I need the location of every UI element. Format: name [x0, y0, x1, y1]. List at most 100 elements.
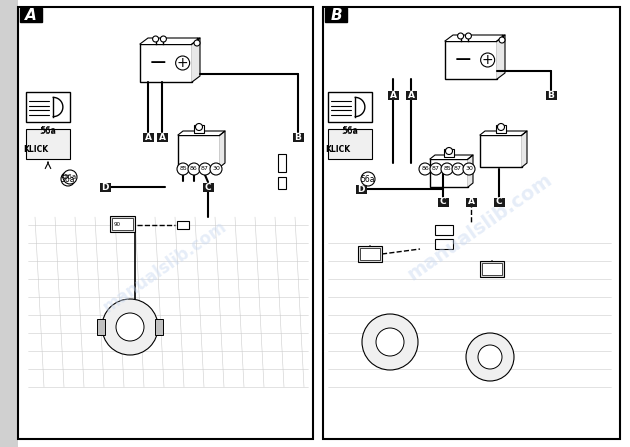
Bar [430, 159, 468, 187]
Text: 56a: 56a [40, 127, 57, 136]
Bar [496, 125, 506, 133]
Text: B: B [295, 132, 301, 142]
Circle shape [195, 123, 202, 131]
Text: KLICK: KLICK [23, 146, 49, 155]
Circle shape [452, 163, 464, 175]
Bar [480, 261, 504, 277]
Text: C: C [496, 198, 502, 207]
Bar [140, 44, 192, 82]
Bar [292, 132, 304, 142]
Bar [445, 41, 497, 79]
Bar [493, 198, 505, 207]
Bar [328, 92, 372, 122]
Text: 56a: 56a [64, 174, 77, 180]
Bar [112, 218, 133, 230]
Text: −: − [454, 50, 472, 70]
Circle shape [61, 172, 75, 186]
Circle shape [176, 56, 190, 70]
Bar [178, 135, 220, 167]
Bar [194, 125, 204, 133]
Circle shape [466, 33, 471, 39]
Bar [406, 90, 416, 100]
Bar [26, 92, 70, 122]
Circle shape [430, 163, 442, 175]
Circle shape [116, 313, 144, 341]
Polygon shape [430, 155, 473, 159]
Bar [97, 319, 105, 335]
Polygon shape [468, 155, 473, 187]
Bar [546, 90, 556, 100]
Text: 87: 87 [432, 166, 440, 172]
Circle shape [481, 53, 495, 67]
Text: 87: 87 [201, 166, 209, 172]
Circle shape [463, 163, 475, 175]
Text: 85: 85 [443, 166, 451, 172]
Bar [325, 8, 347, 22]
Text: 90: 90 [113, 222, 120, 227]
Text: 86: 86 [421, 166, 429, 172]
Text: manualslib.com: manualslib.com [100, 218, 231, 316]
Circle shape [361, 172, 375, 186]
Text: D: D [101, 182, 109, 191]
Bar [0, 0, 18, 447]
Circle shape [362, 314, 418, 370]
Text: 87: 87 [454, 166, 462, 172]
Polygon shape [522, 131, 527, 167]
Text: A: A [144, 132, 151, 142]
Bar [444, 149, 454, 157]
Bar [155, 319, 163, 335]
Bar [142, 132, 154, 142]
Text: 86: 86 [190, 166, 198, 172]
Circle shape [161, 36, 166, 42]
Circle shape [177, 163, 189, 175]
Circle shape [194, 40, 200, 46]
Polygon shape [480, 131, 527, 135]
Circle shape [188, 163, 200, 175]
Bar [437, 198, 449, 207]
Bar [177, 221, 189, 229]
Circle shape [210, 163, 222, 175]
Text: B: B [330, 8, 342, 22]
Circle shape [498, 123, 505, 131]
Bar [20, 8, 42, 22]
Bar [466, 198, 476, 207]
Bar [18, 7, 313, 439]
Text: 56a: 56a [361, 174, 375, 184]
Bar [110, 216, 135, 232]
Circle shape [478, 345, 502, 369]
Polygon shape [445, 35, 505, 41]
Text: A: A [25, 8, 37, 22]
Text: KLICK: KLICK [326, 146, 350, 155]
Bar [482, 263, 502, 275]
Text: 85: 85 [179, 166, 187, 172]
Bar [202, 182, 214, 191]
Text: C: C [440, 198, 446, 207]
Text: manualslib.com: manualslib.com [404, 170, 556, 284]
Text: A: A [408, 90, 415, 100]
Text: 30: 30 [212, 166, 220, 172]
Text: 56a: 56a [60, 174, 75, 184]
Circle shape [445, 148, 452, 155]
Polygon shape [192, 38, 200, 82]
Text: A: A [159, 132, 166, 142]
Circle shape [499, 37, 505, 43]
Bar [355, 185, 367, 194]
Text: 56a: 56a [342, 126, 358, 135]
Bar [358, 246, 382, 262]
Text: A: A [467, 198, 474, 207]
Bar [435, 225, 453, 235]
Bar [480, 135, 522, 167]
Text: +: + [482, 53, 493, 67]
Text: A: A [389, 90, 396, 100]
Polygon shape [220, 131, 225, 167]
Bar [156, 132, 168, 142]
Bar [360, 248, 380, 260]
Polygon shape [178, 131, 225, 135]
Polygon shape [140, 38, 200, 44]
Bar [278, 154, 286, 172]
Circle shape [457, 33, 464, 39]
Text: −: − [149, 53, 168, 73]
Bar [328, 129, 372, 159]
Bar [323, 7, 620, 439]
Text: 30: 30 [465, 166, 473, 172]
